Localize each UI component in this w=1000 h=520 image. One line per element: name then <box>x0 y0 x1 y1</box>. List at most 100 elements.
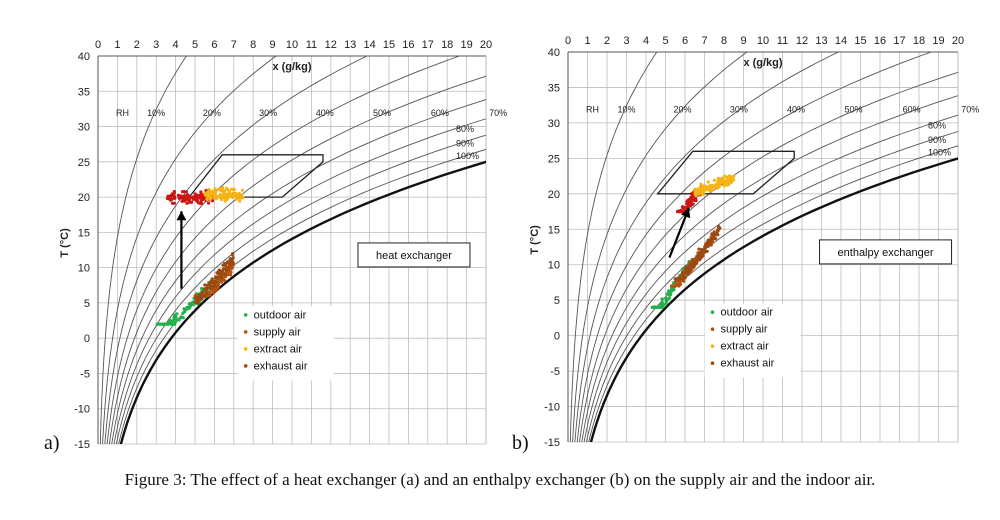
data-point-extract-air <box>227 189 231 194</box>
y-tick-label: 0 <box>554 331 560 343</box>
data-point-extract-air <box>712 178 717 182</box>
chart-panel-a: 0 1 2 3 4 5 6 7 8 9 10 11 12 13 14 15 16 17 18 19 20-15-10-5… <box>44 39 507 454</box>
data-point-outdoor-air <box>659 302 663 306</box>
data-point-extract-air <box>721 183 726 187</box>
rh-curve-10 <box>569 52 658 442</box>
data-point-indoor-air <box>678 209 683 214</box>
data-point-exhaust-air <box>703 245 707 249</box>
data-point-extract-air <box>722 178 726 182</box>
data-point-extract-air <box>718 177 722 181</box>
data-point-exhaust-air <box>712 230 716 234</box>
y-axis-title: T (°C) <box>529 225 541 255</box>
y-tick-label: -5 <box>80 368 90 380</box>
x-tick-label: 17 <box>893 35 905 47</box>
x-tick-label: 14 <box>835 35 847 47</box>
y-tick-label: 15 <box>548 224 560 236</box>
data-point-indoor-air <box>691 202 695 206</box>
data-point-exhaust-air <box>200 291 204 295</box>
x-tick-label: 2 <box>134 39 140 51</box>
data-point-exhaust-air <box>205 283 209 287</box>
data-point-exhaust-air <box>687 268 692 273</box>
y-tick-label: -15 <box>544 437 560 449</box>
data-point-outdoor-air <box>168 322 172 326</box>
annotation-text: heat exchanger <box>376 250 452 262</box>
y-tick-label: 25 <box>78 157 90 169</box>
rh-label: 30% <box>730 104 748 114</box>
data-point-indoor-air <box>187 199 191 203</box>
y-tick-label: 5 <box>554 295 560 307</box>
data-point-exhaust-air <box>223 261 227 266</box>
data-point-extract-air <box>224 194 228 198</box>
data-point-outdoor-air <box>651 305 655 309</box>
data-point-exhaust-air <box>680 272 684 276</box>
data-point-exhaust-air <box>202 287 207 291</box>
data-point-supply-air <box>230 266 234 270</box>
data-point-exhaust-air <box>682 276 687 280</box>
x-tick-label: 5 <box>192 39 198 51</box>
data-point-exhaust-air <box>208 285 212 289</box>
scatter-points <box>155 186 245 326</box>
data-point-supply-air <box>210 289 215 293</box>
y-tick-label: 40 <box>548 47 560 59</box>
data-point-supply-air <box>678 281 682 285</box>
x-tick-label: 15 <box>383 39 395 51</box>
x-tick-label: 3 <box>153 39 159 51</box>
data-point-extract-air <box>207 187 211 192</box>
y-tick-label: 20 <box>78 192 90 204</box>
x-tick-label: 12 <box>796 35 808 47</box>
data-point-exhaust-air <box>696 256 700 260</box>
data-point-outdoor-air <box>183 310 187 314</box>
data-point-supply-air <box>219 280 223 284</box>
data-point-exhaust-air <box>690 263 694 267</box>
data-point-indoor-air <box>201 197 205 201</box>
y-tick-label: 10 <box>78 263 90 275</box>
data-point-indoor-air <box>171 192 175 197</box>
data-point-exhaust-air <box>693 262 697 266</box>
x-tick-label: 9 <box>740 35 746 47</box>
data-point-extract-air <box>708 189 713 193</box>
data-point-extract-air <box>694 194 698 198</box>
data-point-indoor-air <box>169 197 174 202</box>
data-point-supply-air <box>682 279 686 283</box>
y-tick-label: 25 <box>548 153 560 165</box>
data-point-exhaust-air <box>225 267 229 271</box>
annotation-box <box>357 242 471 268</box>
x-tick-label: 17 <box>422 39 434 51</box>
data-point-indoor-air <box>182 195 186 199</box>
rh-prefix-label: RH <box>116 108 129 118</box>
x-tick-label: 1 <box>584 35 590 47</box>
data-point-indoor-air <box>186 193 190 197</box>
y-tick-label: 0 <box>84 333 90 345</box>
comfort-zone <box>187 154 324 198</box>
data-point-exhaust-air <box>685 272 690 276</box>
data-point-indoor-air <box>688 201 692 206</box>
arrow-head <box>680 208 691 219</box>
data-point-exhaust-air <box>673 277 677 281</box>
data-point-exhaust-air <box>684 269 688 274</box>
data-point-exhaust-air <box>710 236 714 240</box>
data-point-extract-air <box>701 184 705 188</box>
data-point-outdoor-air <box>185 306 190 310</box>
data-point-extract-air <box>212 193 216 197</box>
rh-label: 20% <box>673 104 691 114</box>
rh-label: 50% <box>373 108 391 118</box>
data-point-extract-air <box>232 193 236 197</box>
x-tick-label: 0 <box>565 35 571 47</box>
data-point-exhaust-air <box>205 291 209 295</box>
x-tick-label: 20 <box>952 35 964 47</box>
data-point-exhaust-air <box>676 277 680 281</box>
rh-curve-50 <box>579 71 958 442</box>
data-point-extract-air <box>706 180 710 184</box>
data-point-exhaust-air <box>203 293 207 297</box>
data-point-outdoor-air <box>158 322 162 326</box>
rh-curves <box>569 52 958 442</box>
data-point-exhaust-air <box>231 256 235 260</box>
x-tick-label: 3 <box>623 35 629 47</box>
data-point-indoor-air <box>165 196 169 200</box>
legend-box <box>237 306 334 381</box>
data-point-outdoor-air <box>672 288 676 292</box>
legend-marker <box>243 347 248 351</box>
data-point-extract-air <box>726 182 730 186</box>
data-point-extract-air <box>698 189 703 193</box>
legend-marker <box>710 361 715 366</box>
